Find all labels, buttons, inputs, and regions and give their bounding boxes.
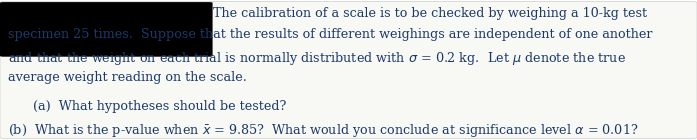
Text: (a)  What hypotheses should be tested?: (a) What hypotheses should be tested? (21, 100, 286, 113)
Text: average weight reading on the scale.: average weight reading on the scale. (8, 71, 247, 84)
Text: (b)  What is the p-value when $\bar{x}$ = 9.85?  What would you conclude at sign: (b) What is the p-value when $\bar{x}$ =… (8, 122, 638, 139)
Text: The calibration of a scale is to be checked by weighing a 10-kg test: The calibration of a scale is to be chec… (213, 7, 647, 20)
Text: specimen 25 times.  Suppose that the results of different weighings are independ: specimen 25 times. Suppose that the resu… (8, 28, 653, 41)
Text: and that the weight on each trial is normally distributed with $\sigma$ = 0.2 kg: and that the weight on each trial is nor… (8, 50, 627, 66)
FancyBboxPatch shape (0, 2, 213, 57)
